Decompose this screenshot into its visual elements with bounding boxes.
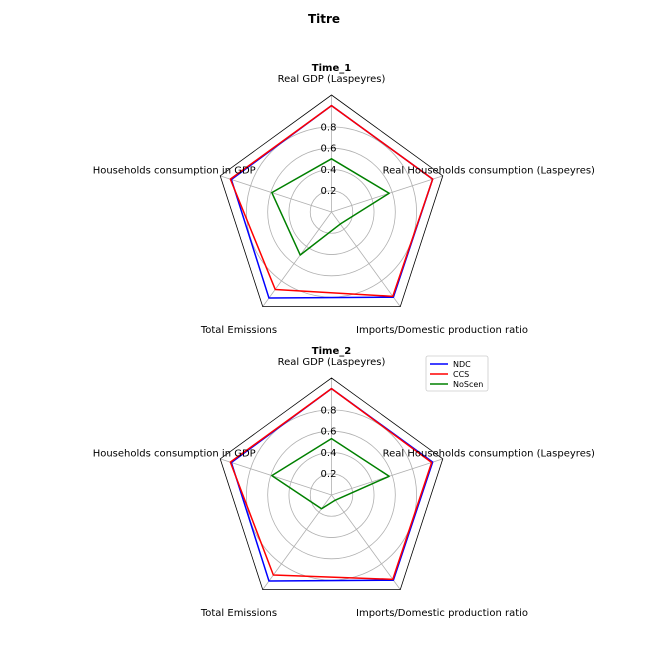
r-tick-label: 0.8 [321,122,337,133]
r-tick-label: 0.2 [321,469,337,480]
axis-label: Real Households consumption (Laspeyres) [383,166,595,177]
axis-label: Real GDP (Laspeyres) [278,357,386,368]
axis-label: Imports/Domestic production ratio [356,608,528,619]
radar-chart-time-2: Time_2 0.2 0.4 0.6 0.8 Real GDP (Laspeyres) Re… [93,346,595,619]
axis-label: Households consumption in GDP [93,449,256,460]
axis-label: Households consumption in GDP [93,166,256,177]
grid-spoke [331,211,401,307]
grid-spoke [220,175,332,213]
r-tick-label: 0.6 [321,427,337,438]
axis-label: Imports/Domestic production ratio [356,325,528,336]
r-tick-label: 0.4 [321,165,337,176]
grid-spoke [262,211,332,307]
axis-label: Total Emissions [200,325,277,336]
series-noscen-line [271,437,390,510]
subplot-title: Time_1 [312,63,351,74]
legend-label-ccs: CCS [453,370,469,379]
grid-spoke [331,494,401,590]
subplot-title: Time_2 [312,346,351,357]
grid-spoke [262,494,332,590]
legend-label-ndc: NDC [453,360,471,369]
figure-title: Titre [308,12,340,26]
series-ccs-line [229,104,434,298]
r-tick-label: 0.8 [321,405,337,416]
grid-spoke [220,458,332,496]
radar-frame [219,94,444,308]
legend-label-noscen: NoScen [453,380,483,389]
r-tick-label: 0.4 [321,448,337,459]
radar-chart-time-1: Time_1 0.2 0.4 0.6 0.8 Real GDP (Laspeyres) Re… [93,63,595,336]
axis-label: Total Emissions [200,608,277,619]
r-tick-label: 0.6 [321,144,337,155]
series-noscen-line [271,158,390,256]
axis-label: Real GDP (Laspeyres) [278,74,386,85]
r-tick-label: 0.2 [321,186,337,197]
axis-label: Real Households consumption (Laspeyres) [383,449,595,460]
radar-frame [219,377,444,591]
series-ccs-line [229,387,433,581]
